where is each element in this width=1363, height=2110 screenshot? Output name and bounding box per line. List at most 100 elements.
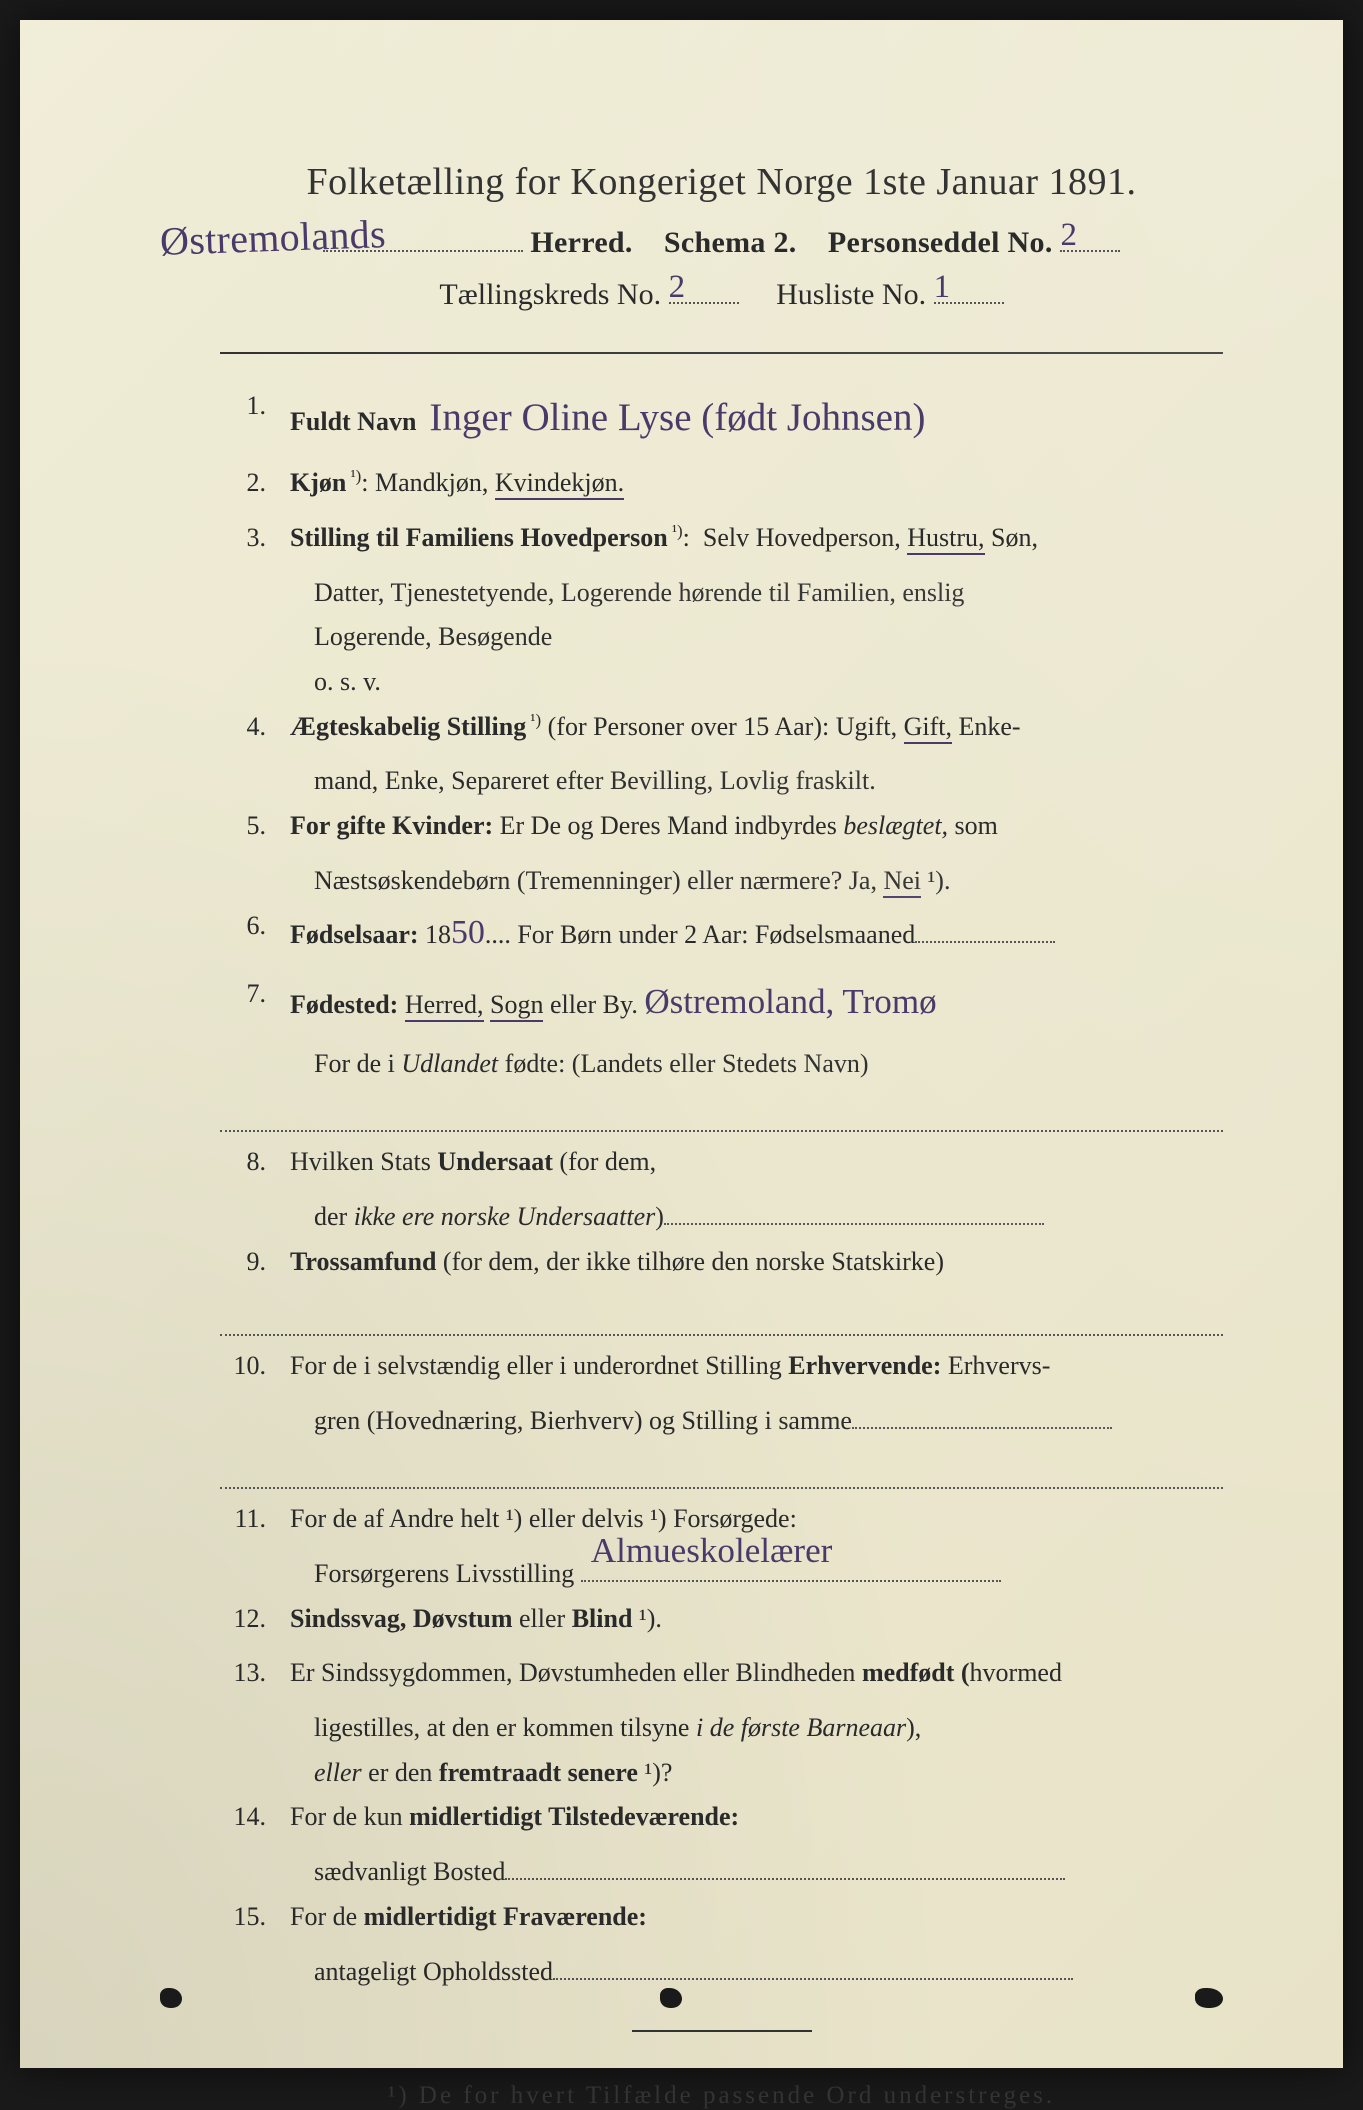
- item-3-label: Stilling til Familiens Hovedperson: [290, 523, 668, 552]
- item-12-text: eller: [519, 1604, 565, 1633]
- item-6-dots: ....: [485, 920, 511, 949]
- item-5-sup: ¹).: [921, 866, 950, 895]
- item-13-text: er den: [362, 1758, 439, 1787]
- item-num: 2.: [220, 461, 290, 506]
- item-8-italic: ikke ere norske Undersaatter: [354, 1202, 656, 1231]
- item-8-text: ): [655, 1202, 664, 1231]
- item-7-rest: eller By.: [543, 990, 637, 1019]
- item-num: 9.: [220, 1240, 290, 1285]
- form-header: Folketælling for Kongeriget Norge 1ste J…: [220, 160, 1223, 312]
- item-7-italic: Udlandet: [401, 1049, 498, 1078]
- item-3-line3: Logerende, Besøgende: [220, 615, 1223, 660]
- item-3-line2: Datter, Tjenestetyende, Logerende hørend…: [220, 571, 1223, 616]
- item-8-line2: der ikke ere norske Undersaatter): [220, 1195, 1223, 1240]
- item-14: 14. For de kun midlertidigt Tilstedevære…: [220, 1795, 1223, 1840]
- item-5-text: som: [948, 811, 998, 840]
- item-6: 6. Fødselsaar: 1850.... For Børn under 2…: [220, 904, 1223, 962]
- item-9-blank: [220, 1295, 1223, 1337]
- footnote-divider: [632, 2030, 812, 2032]
- item-9-bold: Trossamfund: [290, 1247, 436, 1276]
- spot-icon: [1195, 1988, 1223, 2008]
- item-5-italic: beslægtet,: [843, 811, 948, 840]
- header-line-3: Tællingskreds No. 2 Husliste No. 1: [220, 274, 1223, 312]
- item-14-text: sædvanligt Bosted: [314, 1857, 505, 1886]
- item-13-italic: eller: [314, 1758, 362, 1787]
- item-14-bold: midlertidigt Tilstedeværende:: [409, 1802, 739, 1831]
- item-13-line2: ligestilles, at den er kommen tilsyne i …: [220, 1706, 1223, 1751]
- item-15-bold: midlertidigt Fraværende:: [364, 1902, 647, 1931]
- item-11-label2: Forsørgerens Livsstilling: [314, 1559, 574, 1588]
- item-4-text: (for Personer over 15 Aar): Ugift,: [541, 712, 903, 741]
- item-13-text: Er Sindssygdommen, Døvstumheden eller Bl…: [290, 1658, 862, 1687]
- husliste-label: Husliste No.: [776, 278, 926, 311]
- item-13-text: hvormed: [970, 1658, 1062, 1687]
- item-13: 13. Er Sindssygdommen, Døvstumheden elle…: [220, 1651, 1223, 1696]
- census-form-page: Folketælling for Kongeriget Norge 1ste J…: [20, 20, 1343, 2068]
- item-13-italic: i de første Barneaar: [696, 1713, 906, 1742]
- item-8-bold: Undersaat: [437, 1147, 553, 1176]
- item-1: 1. Fuldt Navn Inger Oline Lyse (født Joh…: [220, 384, 1223, 451]
- item-8-text: der: [314, 1202, 354, 1231]
- item-num: 11.: [220, 1497, 290, 1542]
- schema-label: Schema 2.: [664, 226, 797, 259]
- herred-label: Herred.: [530, 226, 632, 259]
- item-num: 12.: [220, 1597, 290, 1642]
- item-2-label: Kjøn: [290, 468, 346, 497]
- item-12: 12. Sindssvag, Døvstum eller Blind ¹).: [220, 1597, 1223, 1642]
- item-13-bold: medfødt (: [862, 1658, 970, 1687]
- item-13-text: ),: [906, 1713, 921, 1742]
- item-3-underlined: Hustru,: [907, 523, 984, 555]
- item-4: 4. Ægteskabelig Stilling ¹) (for Persone…: [220, 705, 1223, 750]
- header-line-2: Østremolands Herred. Schema 2. Personsed…: [220, 222, 1223, 260]
- item-7-line2: For de i Udlandet fødte: (Landets eller …: [220, 1042, 1223, 1087]
- item-8: 8. Hvilken Stats Undersaat (for dem,: [220, 1140, 1223, 1185]
- fullname-handwritten: Inger Oline Lyse (født Johnsen): [429, 384, 925, 451]
- divider: [220, 352, 1223, 354]
- item-10-blank: [220, 1448, 1223, 1490]
- item-7-u2: Sogn: [490, 990, 543, 1022]
- item-8-text: Hvilken Stats: [290, 1147, 437, 1176]
- item-4-text: Enke-: [952, 712, 1021, 741]
- birthyear-handwritten: 50: [451, 904, 485, 962]
- spot-icon: [660, 1988, 682, 2008]
- item-15-text: For de: [290, 1902, 364, 1931]
- footnote: ¹) De for hvert Tilfælde passende Ord un…: [220, 2082, 1223, 2110]
- item-1-label: Fuldt Navn: [290, 407, 416, 436]
- item-3-text: Søn,: [985, 523, 1038, 552]
- item-10-bold: Erhvervende:: [788, 1351, 941, 1380]
- item-num: 7.: [220, 972, 290, 1032]
- birthplace-handwritten: Østremoland, Tromø: [644, 972, 936, 1032]
- herred-handwritten: Østremolands: [159, 210, 386, 265]
- item-7-text: fødte: (Landets eller Stedets Navn): [498, 1049, 868, 1078]
- item-10-text: gren (Hovednæring, Bierhverv) og Stillin…: [314, 1406, 852, 1435]
- kreds-no: 2: [669, 269, 686, 306]
- item-12-bold2: Blind: [565, 1604, 632, 1633]
- item-7-u1: Herred,: [405, 990, 484, 1022]
- item-10-text: Erhvervs-: [941, 1351, 1050, 1380]
- item-5-text: Er De og Deres Mand indbyrdes: [493, 811, 843, 840]
- provider-handwritten: Almueskolelærer: [591, 1521, 833, 1581]
- item-num: 4.: [220, 705, 290, 750]
- item-num: 14.: [220, 1795, 290, 1840]
- ink-spots: [20, 1988, 1343, 2018]
- kreds-label: Tællingskreds No.: [439, 278, 661, 311]
- item-4-underlined: Gift,: [904, 712, 952, 744]
- item-num: 1.: [220, 384, 290, 451]
- item-2: 2. Kjøn ¹): Mandkjøn, Kvindekjøn.: [220, 461, 1223, 506]
- item-10-line2: gren (Hovednæring, Bierhverv) og Stillin…: [220, 1399, 1223, 1444]
- item-num: 6.: [220, 904, 290, 962]
- item-num: 15.: [220, 1895, 290, 1940]
- item-15-text: antageligt Opholdssted: [314, 1957, 553, 1986]
- item-6-rest: For Børn under 2 Aar: Fødselsmaaned: [511, 920, 915, 949]
- item-5-label: For gifte Kvinder:: [290, 811, 493, 840]
- item-num: 8.: [220, 1140, 290, 1185]
- item-14-text: For de kun: [290, 1802, 409, 1831]
- item-7: 7. Fødested: Herred, Sogn eller By. Østr…: [220, 972, 1223, 1032]
- item-12-bold: Sindssvag, Døvstum: [290, 1604, 519, 1633]
- item-num: 5.: [220, 804, 290, 849]
- item-13-sup: ¹)?: [638, 1758, 673, 1787]
- item-2-underlined: Kvindekjøn.: [495, 468, 624, 500]
- item-7-label: Fødested:: [290, 990, 398, 1019]
- item-5: 5. For gifte Kvinder: Er De og Deres Man…: [220, 804, 1223, 849]
- item-13-text: ligestilles, at den er kommen tilsyne: [314, 1713, 696, 1742]
